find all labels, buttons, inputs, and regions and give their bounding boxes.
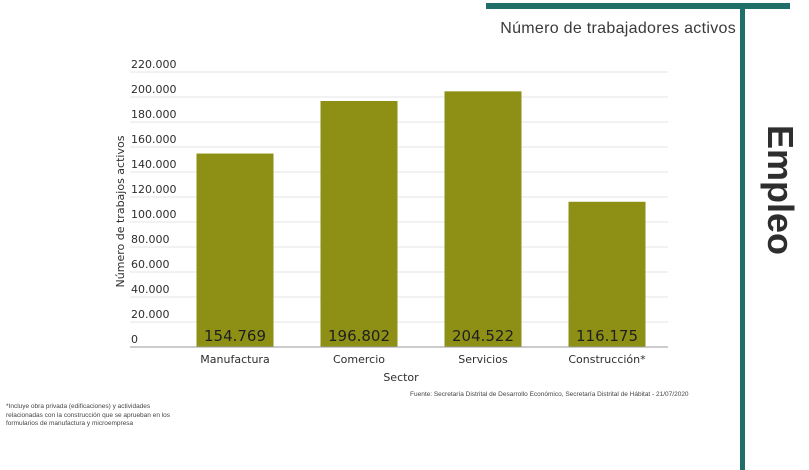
y-tick-label: 160.000 — [131, 133, 177, 146]
y-tick-label: 40.000 — [131, 283, 170, 296]
data-label: 196.802 — [328, 327, 390, 345]
bar — [196, 153, 274, 347]
y-tick-label: 220.000 — [131, 58, 177, 71]
header-accent-bar — [486, 3, 790, 9]
y-tick-label: 60.000 — [131, 258, 170, 271]
x-tick-label: Servicios — [458, 353, 508, 366]
y-axis-title: Número de trabajos activos — [114, 135, 127, 287]
data-label: 116.175 — [576, 327, 638, 345]
y-tick-label: 80.000 — [131, 233, 170, 246]
y-tick-label: 180.000 — [131, 108, 177, 121]
y-axis-ticks: 0 20.000 40.000 60.000 80.000 100.000 120.000 1… — [131, 58, 177, 346]
page-title: Número de trabajadores activos — [500, 20, 736, 37]
source-note: Fuente: Secretaría Distrital de Desarrol… — [410, 391, 689, 398]
bar — [444, 91, 522, 347]
data-label: 204.522 — [452, 327, 514, 345]
bar — [568, 201, 646, 347]
footnote: *Incluye obra privada (edificaciones) y … — [6, 403, 171, 428]
data-label: 154.769 — [204, 327, 266, 345]
x-axis-categories: Manufactura Comercio Servicios Construcción… — [200, 353, 646, 366]
side-accent-line — [740, 9, 745, 470]
data-labels: 154.769 196.802 204.522 116.175 — [204, 327, 638, 345]
y-tick-label: 200.000 — [131, 83, 177, 96]
y-tick-label: 120.000 — [131, 183, 177, 196]
y-tick-label: 140.000 — [131, 158, 177, 171]
x-tick-label: Construcción* — [568, 353, 646, 366]
bar — [320, 100, 398, 347]
y-tick-label: 20.000 — [131, 308, 170, 321]
chart-bars — [196, 91, 646, 347]
y-tick-label: 100.000 — [131, 208, 177, 221]
x-tick-label: Manufactura — [200, 353, 269, 366]
x-axis-title: Sector — [383, 371, 419, 384]
y-tick-label: 0 — [131, 333, 138, 346]
x-tick-label: Comercio — [333, 353, 385, 366]
